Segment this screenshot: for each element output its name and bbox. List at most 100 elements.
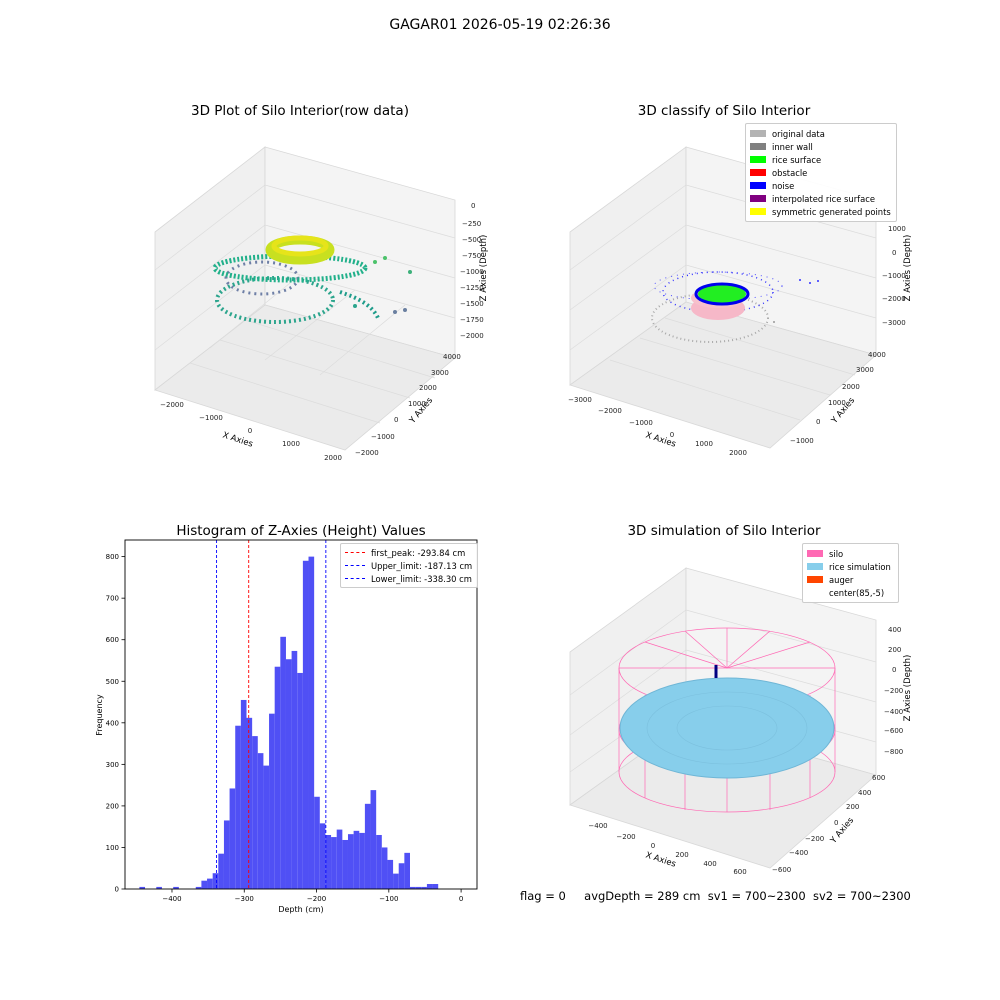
histogram-bar [364,803,371,889]
histogram-bar [269,713,275,889]
p4-xtick: 600 [733,868,746,876]
x-tick-label: −300 [235,895,254,903]
p2-ytick: −1000 [790,437,814,445]
histogram-bar [381,847,388,889]
panel2-legend: original data inner wall rice surface ob… [745,123,897,222]
p1-ytick: 4000 [443,353,461,361]
p4-ytick: 200 [846,803,859,811]
histogram-bar [432,884,439,889]
x-tick-label: 0 [459,895,463,903]
y-tick-label: 500 [106,678,119,686]
legend-label: original data [772,128,825,139]
p4-zlabel: Z Axies (Depth) [903,655,913,722]
histogram-bar [342,839,348,889]
p4-ytick: −200 [805,835,824,843]
legend-label: first_peak: -293.84 cm [371,547,466,558]
histogram-bar [156,886,162,889]
panel3-legend: first_peak: -293.84 cm Upper_limit: -187… [340,543,478,588]
p1-ytick: −2000 [355,449,379,457]
x-tick-label: −400 [162,895,181,903]
histogram-ylabel: Frequency [95,694,104,736]
p2-ztick: 0 [892,249,896,257]
p1-ztick: −750 [462,252,481,260]
histogram-bar [331,837,337,889]
p2-ytick: 4000 [868,351,886,359]
p4-ytick: 400 [858,789,871,797]
histogram-bar [195,886,202,889]
histogram-bar [285,659,292,889]
legend-label: auger [829,574,854,585]
histogram-bar [302,560,309,889]
p1-ztick: −1000 [460,268,484,276]
histogram-bar [291,650,298,889]
p4-xtick: 0 [651,842,655,850]
p1-ztick: −1250 [460,284,484,292]
panel2-title: 3D classify of Silo Interior [637,103,811,119]
histogram-bar [229,788,236,889]
flag-text: flag = 0 [520,889,566,903]
legend-item: interpolated rice surface [750,192,892,205]
panel1-title: 3D Plot of Silo Interior(row data) [191,103,409,119]
p2-ztick: −2000 [882,295,906,303]
status-line: flag = 0 avgDepth = 289 cm sv1 = 700~230… [520,889,911,903]
sv1-text: sv1 = 700~2300 [707,889,806,903]
histogram-bar [139,886,146,889]
legend-item: inner wall [750,140,892,153]
histogram-bar [263,765,270,889]
histogram-bar [398,863,405,889]
histogram-bar [218,853,224,889]
legend-label: rice simulation [829,561,891,572]
sv2-text: sv2 = 700~2300 [812,889,911,903]
p2-xtick: 1000 [695,440,713,448]
p1-ytick: 2000 [419,384,437,392]
x-tick-label: −100 [379,895,398,903]
histogram-bar [223,820,230,889]
p1-ztick: −1500 [460,300,484,308]
panel4-legend: silo rice simulation auger center(85,-5) [802,543,899,603]
histogram-bar [393,873,399,889]
p2-ztick: −3000 [882,319,906,327]
p2-ytick: 3000 [856,366,874,374]
legend-item: rice simulation [807,560,894,573]
histogram-bar [308,556,315,889]
panel2-3d-plot: −3000 −2000 −1000 0 1000 2000 X Axies −1… [568,146,913,457]
histogram-bar [257,753,264,889]
y-tick-label: 700 [106,595,119,603]
panel4-3d-plot: −400 −200 0 200 400 600 X Axies −600 −40… [569,567,913,876]
panel4-title: 3D simulation of Silo Interior [627,523,821,539]
histogram-bar [207,878,213,889]
p4-ztick: 400 [888,626,901,634]
legend-item: original data [750,127,892,140]
legend-item: rice surface [750,153,892,166]
histogram-axes-frame [124,539,478,890]
histogram-bar [212,873,219,889]
p1-xtick: −2000 [160,401,184,409]
legend-item: center(85,-5) [807,586,894,599]
p4-ztick: −400 [884,708,903,716]
histogram-bar [336,829,343,889]
p1-ztick: −250 [462,220,481,228]
histogram-bar [235,725,241,889]
legend-label: interpolated rice surface [772,193,875,204]
legend-label: inner wall [772,141,813,152]
p4-xtick: 400 [703,860,716,868]
legend-label: silo [829,548,844,559]
p4-ztick: −200 [884,687,903,695]
histogram-bar [319,823,326,889]
y-tick-label: 400 [106,719,119,727]
p1-ytick: 3000 [431,369,449,377]
p2-ytick: 0 [816,418,820,426]
histogram-bar [376,834,382,889]
p4-xtick: 200 [675,851,688,859]
p2-xtick: 2000 [729,449,747,457]
histogram-bar [426,884,433,889]
histogram-bar [252,736,258,889]
y-tick-label: 600 [106,636,119,644]
histogram-bar [314,796,320,889]
histogram-bar [415,886,422,889]
p4-ztick: −600 [884,727,903,735]
p4-ytick: 600 [872,774,885,782]
histogram-bar [404,852,410,889]
avg-depth-text: avgDepth = 289 cm [584,889,701,903]
p4-ytick: 0 [834,819,838,827]
